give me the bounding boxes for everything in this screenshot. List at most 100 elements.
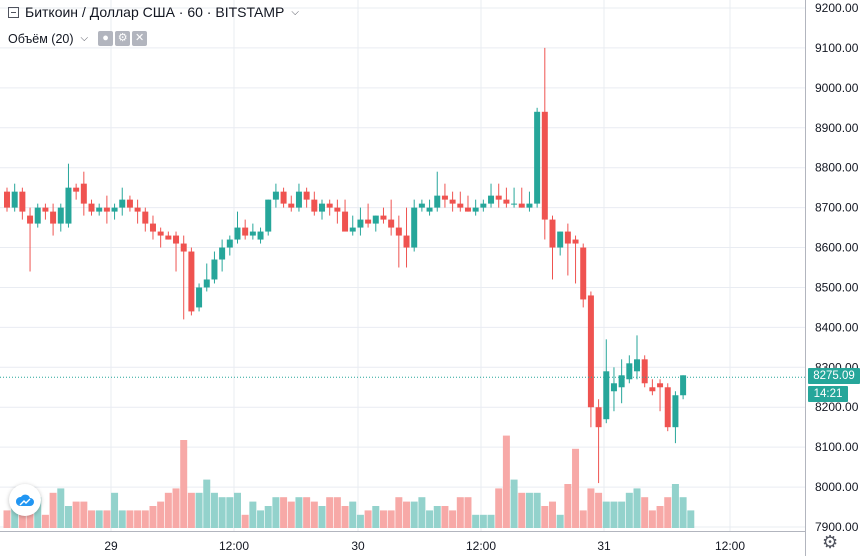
volume-bar: [126, 510, 134, 528]
candle-body: [165, 235, 172, 240]
cloud-icon[interactable]: [9, 484, 41, 516]
volume-bar: [326, 497, 334, 528]
volume-bar: [495, 488, 503, 528]
volume-bar: [595, 492, 603, 528]
volume-bar: [249, 501, 257, 528]
volume-bar: [479, 514, 487, 528]
candle-body: [4, 191, 10, 208]
symbol-legend: Биткоин / Доллар США · 60 · BITSTAMP ⌵: [8, 4, 299, 20]
gear-icon[interactable]: ⚙: [115, 31, 131, 46]
price-tick-label: 8700.00: [815, 201, 859, 215]
candle-body: [88, 203, 95, 212]
close-icon[interactable]: ✕: [132, 31, 148, 46]
volume-bar: [241, 514, 249, 528]
candle-body: [657, 383, 664, 388]
candle-body: [19, 191, 26, 212]
volume-bar: [687, 510, 695, 528]
volume-bar: [472, 514, 480, 528]
candle-body: [311, 199, 318, 212]
volume-bar: [602, 501, 610, 528]
volume-bar: [34, 497, 42, 528]
chevron-down-icon[interactable]: ⌵: [291, 6, 299, 18]
volume-bar: [572, 448, 580, 528]
candle-body: [603, 371, 610, 420]
candle-body: [196, 287, 203, 308]
price-tick-label: 8900.00: [815, 121, 859, 135]
candle-body: [649, 387, 656, 392]
chevron-down-icon[interactable]: ⌵: [80, 33, 89, 44]
volume-bar: [257, 510, 265, 528]
price-tick-label: 7900.00: [815, 520, 859, 534]
volume-bar: [72, 501, 80, 528]
volume-bar: [641, 497, 649, 528]
minus-square-icon[interactable]: [8, 6, 19, 18]
candle-body: [626, 363, 633, 380]
volume-title[interactable]: Объём (20): [8, 31, 74, 46]
price-tick-label: 9200.00: [815, 1, 859, 15]
candle-body: [50, 211, 57, 224]
candle-body: [349, 227, 356, 232]
volume-bar: [3, 510, 11, 528]
volume-bar: [333, 497, 341, 528]
candle-body: [595, 407, 602, 428]
volume-bar: [264, 506, 272, 528]
candle-body: [219, 247, 226, 260]
time-tick-label: 31: [597, 539, 611, 553]
candle-body: [426, 207, 433, 212]
volume-bar: [134, 510, 142, 528]
candle-body: [42, 207, 49, 212]
eye-icon[interactable]: ●: [98, 31, 114, 46]
volume-bar: [364, 510, 372, 528]
candle-body: [126, 199, 133, 208]
last-price-tag: 8275.09: [808, 368, 860, 384]
volume-bar: [441, 506, 449, 528]
volume-bar: [433, 506, 441, 528]
countdown-tag: 14:21: [808, 386, 848, 402]
candle-body: [411, 207, 418, 248]
candle-body: [280, 191, 287, 204]
candle-body: [365, 219, 372, 224]
candle-body: [511, 203, 518, 205]
volume-bar: [664, 497, 672, 528]
volume-bar: [318, 506, 326, 528]
volume-bar: [410, 501, 418, 528]
volume-bar: [618, 501, 626, 528]
volume-bar: [233, 492, 241, 528]
candle-body: [257, 231, 264, 240]
candle-body: [319, 203, 326, 212]
candle-body: [641, 359, 648, 384]
candle-body: [173, 235, 180, 244]
candle-body: [572, 239, 579, 244]
volume-bar: [195, 492, 203, 528]
candle-body: [618, 375, 625, 388]
volume-bar: [157, 501, 165, 528]
candle-body: [342, 211, 349, 232]
volume-bar: [426, 510, 434, 528]
candle-body: [272, 191, 279, 200]
volume-tools: ● ⚙ ✕: [98, 31, 148, 46]
gear-icon[interactable]: ⚙: [822, 532, 839, 552]
candle-body: [488, 195, 495, 204]
candle-body: [472, 207, 479, 212]
candle-body: [526, 203, 533, 208]
price-tick-label: 8600.00: [815, 241, 859, 255]
candle-body: [288, 203, 295, 208]
symbol-title[interactable]: Биткоин / Доллар США · 60 · BITSTAMP: [25, 4, 285, 20]
candle-body: [564, 231, 571, 244]
volume-bar: [456, 497, 464, 528]
candle-body: [395, 227, 402, 236]
volume-bar: [226, 497, 234, 528]
volume-bar: [372, 506, 380, 528]
volume-bar: [349, 501, 357, 528]
volume-bar: [487, 514, 495, 528]
candle-body: [380, 215, 387, 220]
candle-body: [188, 251, 195, 312]
volume-bar: [541, 506, 549, 528]
candle-body: [73, 187, 80, 192]
volume-bar: [556, 514, 564, 528]
candle-body: [111, 207, 118, 212]
candle-body: [334, 207, 341, 212]
volume-bar: [464, 497, 472, 528]
volume-bar: [502, 435, 510, 528]
